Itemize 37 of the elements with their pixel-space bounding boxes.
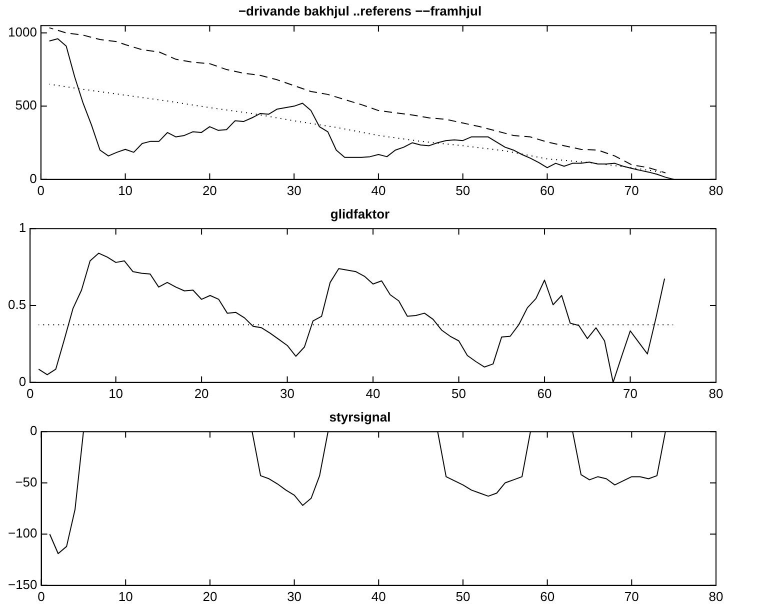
x-tick-label: 10: [108, 386, 124, 401]
x-tick-label: 30: [280, 386, 295, 401]
x-tick-label: 80: [708, 386, 724, 401]
x-tick-label: 80: [708, 588, 724, 604]
y-tick-label: 0: [18, 374, 26, 389]
chart-title: glidfaktor: [330, 206, 390, 222]
y-tick-label: −100: [8, 526, 38, 541]
x-tick-label: 50: [456, 182, 470, 198]
x-tick-label: 10: [118, 182, 133, 198]
x-tick-label: 80: [708, 182, 724, 198]
x-tick-label: 50: [456, 588, 470, 604]
x-tick-label: 20: [202, 182, 217, 198]
x-tick-label: 20: [194, 386, 209, 401]
y-tick-label: 0: [30, 170, 37, 186]
y-tick-label: 1: [18, 220, 26, 236]
y-tick-label: 0: [30, 423, 38, 438]
x-tick-label: 60: [537, 386, 552, 401]
x-tick-label: 40: [366, 386, 380, 401]
y-tick-label: −50: [15, 474, 38, 490]
y-tick-label: 0.5: [8, 297, 26, 312]
x-tick-label: 70: [624, 182, 639, 198]
x-tick-label: 50: [452, 386, 466, 401]
x-tick-label: 20: [202, 588, 218, 604]
x-tick-label: 70: [624, 588, 639, 604]
x-tick-label: 30: [286, 182, 302, 198]
chart-title: styrsignal: [329, 409, 391, 424]
x-tick-label: 70: [623, 386, 638, 401]
x-tick-label: 60: [540, 588, 555, 604]
y-tick-label: 500: [15, 98, 37, 113]
x-tick-label: 30: [287, 588, 302, 604]
x-tick-label: 40: [371, 182, 386, 198]
y-tick-label: 1000: [8, 24, 37, 40]
chart-title: −drivande bakhjul ..referens −−framhjul: [238, 3, 482, 18]
x-tick-label: 60: [540, 182, 554, 198]
y-tick-label: −150: [8, 576, 38, 592]
x-tick-label: 40: [371, 588, 386, 604]
x-tick-label: 10: [118, 588, 133, 604]
